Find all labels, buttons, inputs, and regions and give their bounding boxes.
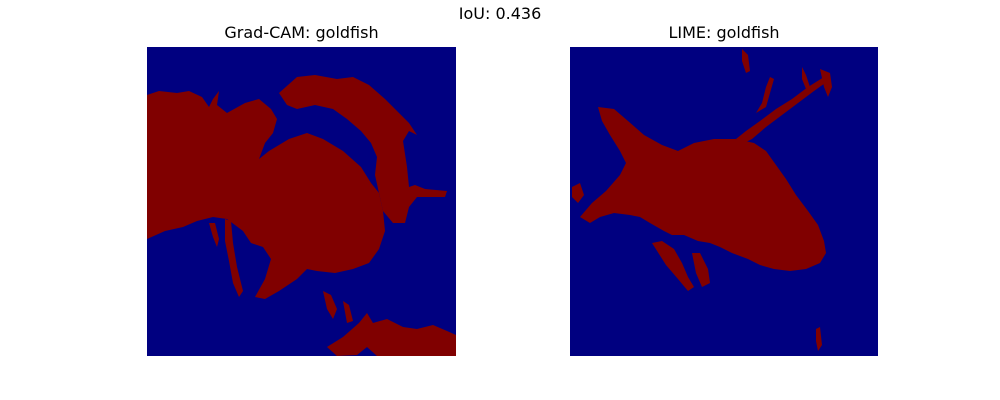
lime-mask-image bbox=[570, 47, 878, 356]
gradcam-mask-panel bbox=[147, 47, 456, 356]
gradcam-foreground-region bbox=[323, 291, 337, 319]
lime-foreground-region bbox=[692, 253, 710, 287]
lime-foreground-region bbox=[736, 77, 828, 143]
lime-foreground-region bbox=[580, 107, 826, 271]
gradcam-foreground-region bbox=[147, 175, 177, 213]
lime-mask-panel bbox=[570, 47, 878, 356]
lime-foreground-region bbox=[572, 183, 584, 203]
gradcam-mask-image bbox=[147, 47, 456, 356]
gradcam-foreground-region bbox=[279, 75, 447, 223]
lime-title: LIME: goldfish bbox=[668, 23, 780, 42]
figure-suptitle: IoU: 0.436 bbox=[458, 4, 542, 23]
gradcam-foreground-region bbox=[225, 219, 243, 297]
lime-foreground-region bbox=[820, 69, 832, 97]
gradcam-foreground-region bbox=[343, 301, 353, 323]
gradcam-foreground-region bbox=[327, 313, 456, 356]
lime-foreground-region bbox=[652, 241, 694, 291]
lime-foreground-region bbox=[756, 77, 774, 113]
gradcam-title: Grad-CAM: goldfish bbox=[224, 23, 379, 42]
lime-foreground-region bbox=[802, 67, 810, 89]
gradcam-foreground-region bbox=[209, 223, 219, 247]
gradcam-foreground-region bbox=[147, 91, 385, 299]
lime-foreground-region bbox=[816, 327, 822, 351]
lime-foreground-region bbox=[742, 49, 750, 73]
